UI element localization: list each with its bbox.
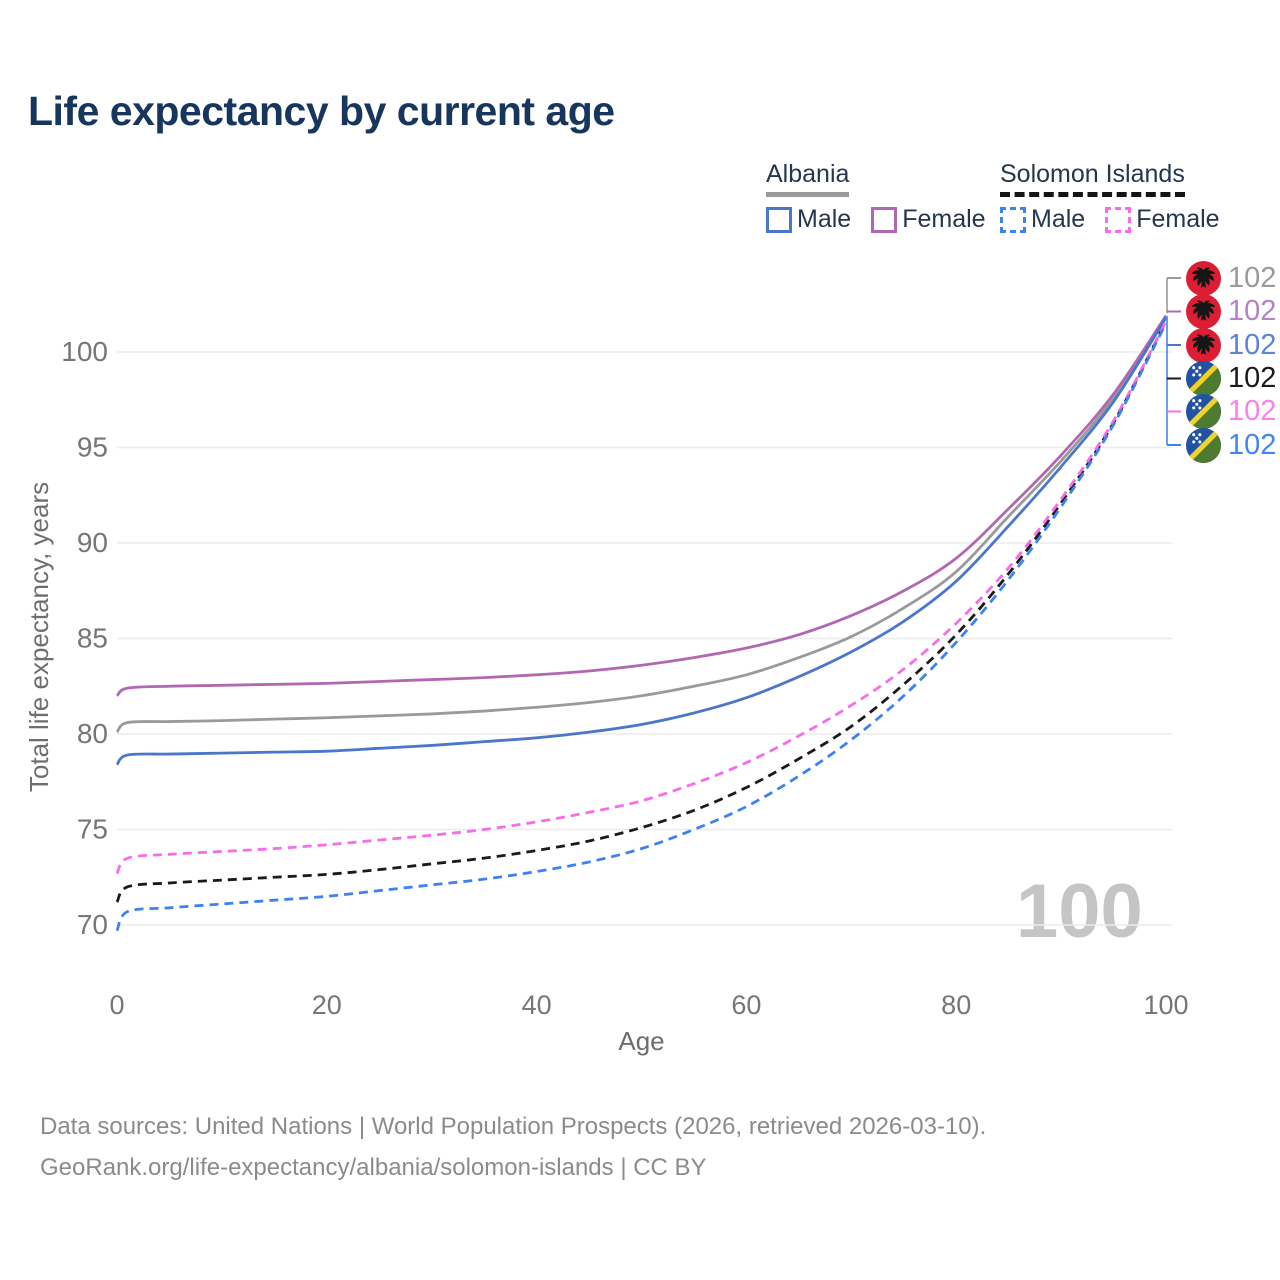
series-line-solomon-female — [115, 320, 1168, 875]
legend-title-solomon-islands[interactable]: Solomon Islands — [1000, 160, 1185, 197]
age-watermark: 100 — [1016, 869, 1143, 954]
solomon-male-swatch-icon — [1000, 206, 1026, 233]
solomon-islands-flag-icon — [1186, 361, 1221, 396]
footer-data-sources: Data sources: United Nations | World Pop… — [40, 1113, 987, 1140]
x-tick-label-0: 0 — [109, 990, 124, 1020]
y-tick-label-85: 85 — [77, 623, 108, 654]
y-tick-label-80: 80 — [77, 718, 108, 749]
series-line-albania-both — [115, 314, 1168, 734]
x-tick-label-100: 100 — [1143, 990, 1188, 1020]
solomon-islands-flag-icon — [1186, 394, 1221, 429]
y-tick-label-90: 90 — [77, 527, 108, 558]
legend-label-albania-female: Female — [902, 205, 986, 233]
legend-item-solomon-female[interactable]: Female — [1105, 205, 1220, 234]
albania-flag-icon — [1186, 260, 1221, 296]
end-label-solomon-both: 102 — [1186, 361, 1276, 397]
end-label-value-albania-male: 102 — [1228, 328, 1277, 361]
end-label-solomon-female: 102 — [1186, 394, 1276, 430]
y-axis-title: Total life expectancy, years — [24, 482, 54, 792]
end-label-solomon-male: 102 — [1186, 427, 1276, 463]
legend-label-solomon-female: Female — [1136, 205, 1220, 233]
y-tick-label-100: 100 — [61, 336, 108, 367]
end-label-value-albania-both: 102 — [1228, 261, 1277, 294]
x-tick-label-20: 20 — [312, 990, 342, 1020]
albania-female-swatch-icon — [871, 206, 898, 233]
footer: Data sources: United Nations | World Pop… — [40, 1106, 986, 1188]
series-line-solomon-male — [115, 322, 1168, 932]
legend-item-solomon-male[interactable]: Male — [1000, 205, 1085, 234]
legend-group-solomon-islands: Solomon Islands Male Female — [1000, 160, 1234, 234]
y-tick-label-95: 95 — [77, 432, 108, 463]
y-tick-label-75: 75 — [77, 814, 108, 845]
end-label-value-albania-female: 102 — [1228, 295, 1277, 327]
page-title: Life expectancy by current age — [28, 88, 615, 134]
albania-male-swatch-icon — [766, 206, 792, 233]
legend-group-albania: Albania Male Female — [766, 160, 1000, 234]
end-label-albania-male: 102 — [1186, 327, 1276, 363]
end-label-value-solomon-male: 102 — [1228, 428, 1277, 461]
legend-label-albania-male: Male — [797, 205, 852, 233]
x-tick-label-40: 40 — [522, 990, 552, 1020]
end-label-value-solomon-female: 102 — [1228, 395, 1277, 427]
series-line-solomon-both — [115, 320, 1168, 903]
y-tick-label-70: 70 — [77, 909, 108, 940]
end-label-value-solomon-both: 102 — [1228, 362, 1277, 394]
legend-item-albania-male[interactable]: Male — [766, 205, 851, 234]
albania-flag-icon — [1186, 294, 1221, 329]
albania-flag-icon — [1186, 327, 1221, 363]
legend-label-solomon-male: Male — [1031, 205, 1086, 233]
legend-item-albania-female[interactable]: Female — [871, 205, 986, 234]
solomon-islands-flag-icon — [1186, 427, 1221, 463]
legend-title-albania[interactable]: Albania — [766, 160, 850, 197]
x-tick-label-80: 80 — [941, 990, 971, 1020]
footer-attribution: GeoRank.org/life-expectancy/albania/solo… — [40, 1154, 707, 1181]
x-tick-label-60: 60 — [731, 990, 761, 1020]
x-axis-title: Age — [618, 1026, 664, 1056]
end-label-albania-both: 102 — [1186, 260, 1276, 296]
solomon-female-swatch-icon — [1105, 206, 1132, 233]
series-line-albania-male — [115, 316, 1168, 766]
series-line-albania-female — [115, 314, 1168, 697]
end-label-albania-female: 102 — [1186, 294, 1276, 330]
